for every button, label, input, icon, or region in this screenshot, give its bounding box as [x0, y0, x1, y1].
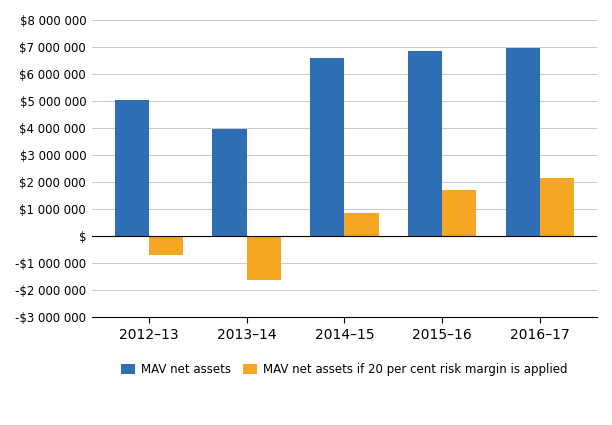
- Bar: [149, 236, 183, 255]
- Legend: MAV net assets, MAV net assets if 20 per cent risk margin is applied: MAV net assets, MAV net assets if 20 per…: [116, 358, 572, 381]
- Bar: [212, 129, 247, 236]
- Bar: [310, 58, 345, 236]
- Bar: [408, 51, 442, 236]
- Bar: [114, 99, 149, 236]
- Bar: [247, 236, 281, 280]
- Bar: [345, 213, 379, 236]
- Bar: [506, 48, 540, 236]
- Bar: [442, 190, 476, 236]
- Bar: [540, 178, 574, 236]
